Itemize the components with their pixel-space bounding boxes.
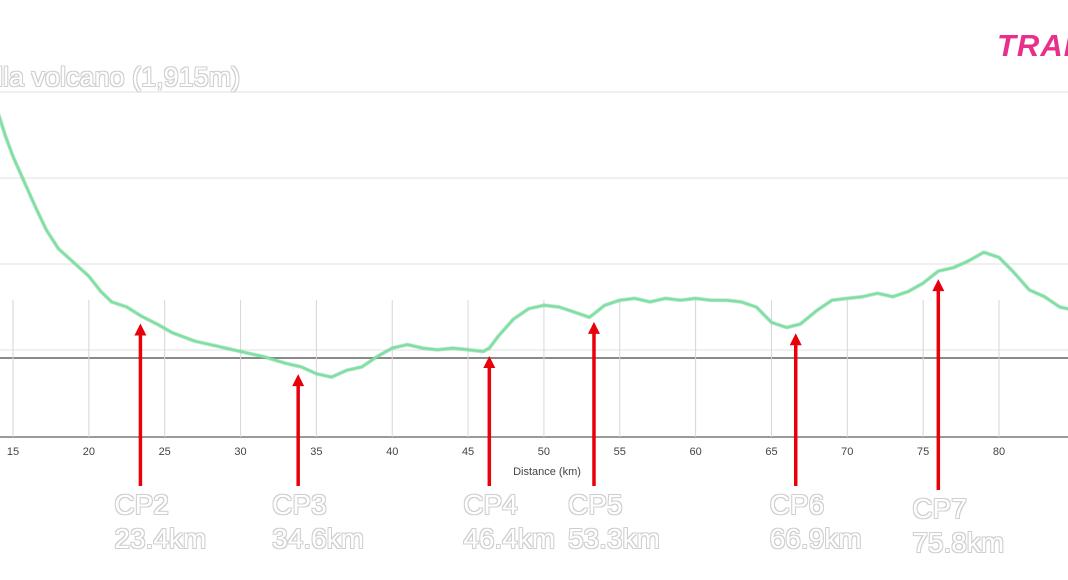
- checkpoint-distance: 66.9km: [769, 523, 862, 554]
- x-tick-label: 70: [841, 446, 853, 458]
- x-axis-label: Distance (km): [513, 466, 581, 478]
- x-tick-label: 40: [386, 446, 398, 458]
- checkpoint-arrow-cp3: [292, 374, 305, 486]
- brand-logo: TRAI: [997, 28, 1068, 63]
- checkpoint-arrow-cp4: [483, 356, 496, 486]
- x-tick-label: 25: [159, 446, 171, 458]
- checkpoint-label-cp5: CP5 53.3km: [568, 488, 660, 556]
- checkpoint-distance: 23.4km: [114, 523, 207, 554]
- x-tick-label: 45: [462, 446, 474, 458]
- chart-grid: [0, 91, 1068, 438]
- checkpoint-distance: 46.4km: [463, 523, 556, 554]
- series-elevation: [0, 112, 1068, 380]
- checkpoint-arrow-cp6: [789, 333, 802, 486]
- checkpoint-label-cp7: CP7 75.8km: [912, 492, 1004, 560]
- checkpoint-name: CP7: [912, 493, 967, 524]
- checkpoint-label-cp4: CP4 46.4km: [463, 488, 555, 556]
- checkpoint-distance: 34.6km: [272, 523, 364, 554]
- checkpoint-arrow-cp7: [932, 279, 945, 490]
- x-tick-label: 55: [614, 446, 626, 458]
- checkpoint-distance: 75.8km: [912, 527, 1005, 558]
- checkpoint-name: CP5: [567, 489, 623, 520]
- x-tick-label: 20: [83, 446, 95, 458]
- x-tick-label: 65: [765, 446, 777, 458]
- x-tick-label: 15: [7, 446, 19, 458]
- x-tick-label: 60: [689, 446, 701, 458]
- checkpoint-label-cp6: CP6 66.9km: [770, 488, 862, 556]
- checkpoint-label-cp2: CP2 23.4km: [114, 488, 206, 556]
- x-tick-label: 30: [234, 446, 246, 458]
- checkpoint-name: CP3: [272, 489, 327, 520]
- elevation-line-shadow: [0, 112, 1068, 380]
- chart-title: lla volcano (1,915m): [0, 62, 241, 92]
- checkpoint-label-cp3: CP3 34.6km: [272, 488, 364, 556]
- checkpoint-arrow-cp2: [134, 323, 147, 486]
- elevation-line: [0, 114, 1068, 379]
- checkpoint-arrows: [134, 279, 945, 490]
- x-tick-label: 35: [310, 446, 322, 458]
- checkpoint-name: CP4: [463, 489, 518, 520]
- x-tick-label: 75: [917, 446, 929, 458]
- checkpoint-arrow-cp5: [587, 321, 600, 486]
- checkpoint-name: CP6: [769, 489, 825, 520]
- x-tick-label: 50: [538, 446, 550, 458]
- checkpoint-name: CP2: [114, 489, 169, 520]
- x-axis-ticks: 15 20 25 30 35 40 45 50 55 60 65 70 75 80: [7, 446, 1005, 458]
- x-tick-label: 80: [993, 446, 1005, 458]
- checkpoint-distance: 53.3km: [567, 523, 660, 554]
